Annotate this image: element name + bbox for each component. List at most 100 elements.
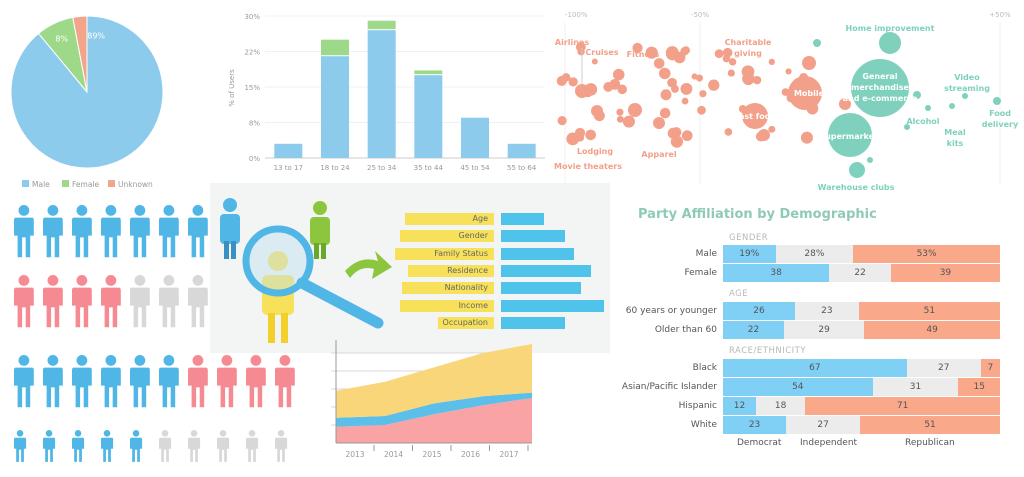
label-food-delivery: delivery bbox=[982, 120, 1019, 129]
bubble bbox=[800, 131, 813, 144]
age-bar-chart: 0% 8% 15% 22% 30% % of Users 13 to 17 18 to 24 2… bbox=[228, 13, 545, 172]
person-icon bbox=[14, 275, 34, 328]
person-body bbox=[130, 437, 143, 462]
person-head bbox=[250, 355, 262, 366]
legend-independent: Independent bbox=[800, 438, 858, 448]
bubble bbox=[699, 90, 707, 98]
bubble bbox=[813, 39, 821, 47]
person-head bbox=[192, 275, 204, 286]
row-label: 60 years or younger bbox=[625, 306, 717, 316]
person-head bbox=[132, 430, 140, 437]
person-head bbox=[16, 430, 24, 437]
person-head bbox=[105, 355, 117, 366]
person-body bbox=[72, 437, 85, 462]
bubble bbox=[691, 73, 698, 80]
person-icon bbox=[101, 205, 121, 258]
bubble bbox=[949, 103, 955, 109]
person-head bbox=[105, 205, 117, 216]
person-body bbox=[72, 217, 92, 258]
bar-segment-independent: 23 bbox=[795, 302, 859, 320]
bar-segment-democrat: 67 bbox=[723, 359, 907, 377]
bar-segment-democrat: 26 bbox=[723, 302, 796, 320]
arrow-icon bbox=[345, 251, 392, 279]
bubble bbox=[681, 130, 693, 142]
bubble bbox=[742, 103, 768, 129]
attribute-label: Nationality bbox=[402, 282, 494, 295]
person-icon bbox=[246, 430, 259, 462]
person-body bbox=[43, 437, 56, 462]
y-tick-label: 30% bbox=[244, 13, 260, 21]
bubble bbox=[566, 132, 580, 146]
bubble bbox=[752, 75, 762, 85]
bubble bbox=[622, 115, 635, 128]
legend-label: Male bbox=[32, 180, 50, 189]
person-body bbox=[43, 367, 63, 408]
person-icon bbox=[72, 275, 92, 328]
person-body bbox=[101, 367, 121, 408]
gender-pie-chart: 89% 8% Male Female Unknown bbox=[10, 15, 164, 189]
person-head bbox=[47, 205, 59, 216]
bubble bbox=[680, 47, 689, 56]
attribute-bar bbox=[501, 247, 574, 260]
bar-segment-republican: 7 bbox=[980, 359, 1000, 377]
table-row: 60 years or younger 26 23 51 bbox=[620, 302, 1000, 320]
person-body bbox=[159, 367, 179, 408]
area-series bbox=[336, 398, 532, 443]
table-row: Male 19% 28% 53% bbox=[620, 245, 1000, 263]
attribute-bar bbox=[501, 316, 566, 329]
person-body bbox=[101, 437, 114, 462]
row-label: Older than 60 bbox=[654, 325, 717, 335]
bar-segment-democrat: 23 bbox=[723, 416, 787, 434]
x-tick-label: 2013 bbox=[345, 450, 364, 459]
person-head bbox=[134, 205, 146, 216]
group-heading: GENDER bbox=[729, 233, 769, 243]
bubble bbox=[616, 108, 624, 116]
bar-segment bbox=[414, 75, 443, 158]
person-head bbox=[18, 205, 30, 216]
bar-segment bbox=[461, 117, 489, 158]
bar-segment-independent: 27 bbox=[786, 416, 861, 434]
bubble bbox=[575, 84, 589, 98]
x-tick-label: -100% bbox=[565, 11, 588, 19]
label-airlines: Airlines bbox=[555, 38, 589, 47]
bubble bbox=[758, 129, 770, 141]
bar-segment-republican: 51 bbox=[860, 416, 1000, 434]
label-fitness: Fitness bbox=[627, 50, 660, 59]
person-icon bbox=[188, 205, 208, 258]
bar-segment-republican: 49 bbox=[864, 321, 1000, 339]
bar-segment bbox=[321, 39, 349, 56]
bubble bbox=[697, 105, 706, 115]
label-lodging: Lodging bbox=[577, 147, 613, 156]
bubble bbox=[962, 93, 968, 99]
person-icon bbox=[310, 201, 330, 259]
person-body bbox=[217, 437, 230, 462]
bubble bbox=[660, 89, 672, 101]
person-body bbox=[101, 287, 121, 328]
bubble bbox=[653, 58, 665, 69]
person-head bbox=[45, 430, 53, 437]
person-body bbox=[72, 367, 92, 408]
person-body bbox=[159, 217, 179, 258]
bubble bbox=[695, 74, 704, 82]
person-icon bbox=[188, 275, 208, 328]
person-body bbox=[217, 367, 237, 408]
person-icon bbox=[220, 198, 240, 259]
table-row: Black 67 27 7 bbox=[620, 359, 1000, 377]
label-supermarkets: Supermarkets bbox=[819, 132, 883, 141]
bubble bbox=[665, 46, 679, 59]
attribute-bar bbox=[501, 230, 566, 243]
person-head bbox=[76, 355, 88, 366]
area-series bbox=[336, 344, 532, 418]
bubble bbox=[802, 56, 816, 70]
label-video-streaming: streaming bbox=[944, 84, 990, 93]
legend-swatch bbox=[22, 180, 29, 187]
person-icon bbox=[188, 355, 208, 408]
person-head bbox=[76, 275, 88, 286]
label-meal-kits: kits bbox=[947, 139, 964, 148]
person-body bbox=[130, 367, 150, 408]
row-label: Male bbox=[695, 249, 717, 259]
bubble bbox=[609, 78, 621, 90]
pie-slice-unknown bbox=[72, 15, 88, 93]
person-head bbox=[47, 275, 59, 286]
